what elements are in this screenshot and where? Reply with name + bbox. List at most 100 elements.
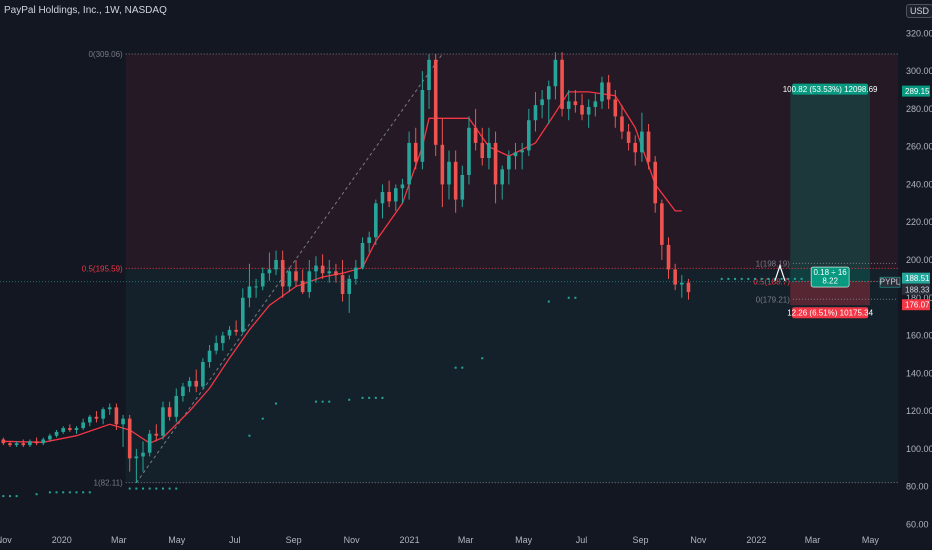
x-tick-label: 2020 [52,535,72,545]
y-tick-label: 180.00 [906,293,932,303]
stop-dot [348,398,351,401]
stop-dot [734,277,737,280]
candle-body [427,59,431,90]
candle-body [74,428,79,430]
stop-dot [747,277,750,280]
candle [287,267,292,293]
stop-dot [767,277,770,280]
candle [74,426,79,434]
position-ratio-badge [810,266,850,288]
position-stop-badge [792,307,869,319]
candle [14,441,19,447]
candle-body [147,433,152,453]
candle-body [340,275,345,294]
candle [673,263,677,291]
fib-zone-upper [125,53,898,269]
candle [413,127,418,170]
candle [327,260,332,283]
candle-body [214,343,218,351]
stop-dot [15,495,18,498]
candle-body [48,435,52,440]
candle [467,116,471,185]
stop-dot [461,366,464,369]
candle-body [566,101,571,109]
candle [207,345,212,368]
candle [407,131,411,200]
last-price-label: 188.51 [905,274,930,283]
candle-body [580,105,584,115]
candle [540,90,544,119]
candle-body [107,407,112,410]
position-ratio-value: 8.22 [822,277,838,286]
candle-body [88,416,92,423]
candle [8,441,12,447]
stop-dot [168,487,171,490]
stop-dot [753,277,756,280]
stop-dot [454,366,457,369]
y-tick-label: 300.00 [906,66,932,76]
x-tick-label: Jul [576,535,588,545]
candle [513,142,518,170]
entry-price-label-bg [902,283,930,295]
candle-body [586,107,591,115]
y-tick-label: 200.00 [906,255,932,265]
stop-price-label-bg [902,299,930,311]
currency-button[interactable]: USD [906,4,932,18]
candle-body [181,386,185,396]
stop-price-label: 176.07 [905,301,930,310]
candle [666,237,671,279]
x-tick-label: 2022 [746,535,766,545]
candle-body [320,265,325,274]
candle [107,403,112,415]
candle-body [374,203,378,238]
stop-dot [48,491,51,494]
candle [94,411,99,423]
candle [280,250,285,298]
candle [234,320,238,336]
candle-body [653,161,658,204]
x-tick-label: May [168,535,186,545]
candle [54,430,59,438]
candle [600,76,604,109]
x-tick-label: Nov [690,535,707,545]
target-price-label-bg [902,85,930,97]
candle-body [174,396,179,417]
candle [473,108,478,151]
candle-body [94,416,99,419]
position-target-badge [792,83,869,95]
candle-body [520,150,524,153]
y-tick-label: 260.00 [906,142,932,152]
candle-body [626,131,631,143]
stop-dot [760,277,763,280]
candle [174,388,179,423]
candle [147,430,152,457]
candle [161,401,165,440]
stop-dot [35,493,38,496]
candle-body [420,90,425,162]
candle-body [473,127,478,143]
position-stop-label: 12.26 (6.51%) 10175.34 [787,309,873,318]
stop-dot [740,277,743,280]
x-tick-label: May [862,535,880,545]
candle-body [134,456,139,459]
candle [61,426,65,434]
stop-dot [720,277,723,280]
stop-dot [727,277,730,280]
candle-body [34,441,39,444]
y-tick-label: 240.00 [906,179,932,189]
candle [127,414,132,472]
candle-body [61,428,65,432]
candle [380,184,385,219]
candle-body [573,101,578,106]
x-tick-label: May [515,535,533,545]
candle-body [367,237,371,243]
stop-dot [361,396,364,399]
y-tick-label: 320.00 [906,28,932,38]
stop-dot [142,487,145,490]
candle [480,127,485,166]
candle [507,150,511,185]
stop-dot [574,296,577,299]
candle-body [154,433,159,436]
fib-level-label: 0.5(195.59) [82,264,123,273]
